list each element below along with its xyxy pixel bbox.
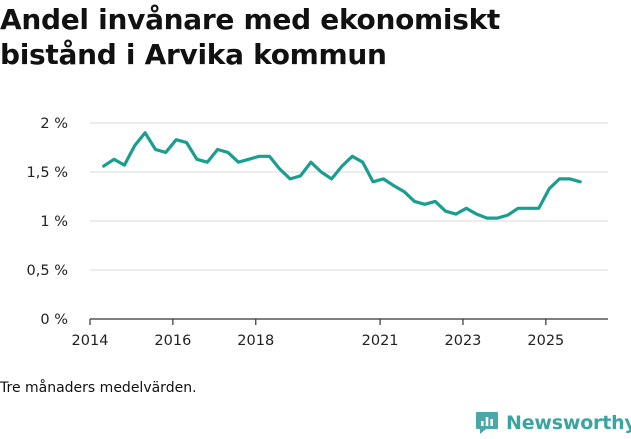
- line-chart: 0 % 0,5 % 1 % 1,5 % 2 % 2014 2016 2018 2021 2023…: [27, 116, 608, 349]
- chart-title: Andel invånare med ekonomiskt bistånd i …: [0, 3, 501, 71]
- brand-logo: Newsworthy: [474, 408, 631, 438]
- x-tick-label: 2025: [527, 333, 564, 349]
- y-tick-label: 2 %: [40, 116, 68, 132]
- y-tick-label: 0,5 %: [27, 263, 68, 279]
- footnote: Tre månaders medelvärden.: [0, 380, 197, 396]
- series-group: [102, 131, 582, 220]
- newsworthy-logo-icon: [476, 412, 498, 434]
- x-tick-label: 2023: [445, 333, 482, 349]
- y-tick-label: 0 %: [40, 312, 68, 328]
- x-tick-label: 2016: [154, 333, 191, 349]
- grid-lines: [90, 122, 608, 271]
- y-tick-label: 1 %: [40, 214, 68, 230]
- x-tick-label: 2021: [362, 333, 399, 349]
- y-axis-tick-labels: 0 % 0,5 % 1 % 1,5 % 2 %: [27, 116, 68, 328]
- brand-name: Newsworthy: [506, 412, 631, 434]
- x-tick-label: 2018: [237, 333, 274, 349]
- y-tick-label: 1,5 %: [27, 165, 68, 181]
- series-line: [102, 131, 582, 220]
- x-tick-label: 2014: [72, 333, 109, 349]
- x-axis: 2014 2016 2018 2021 2023 2025: [72, 318, 608, 349]
